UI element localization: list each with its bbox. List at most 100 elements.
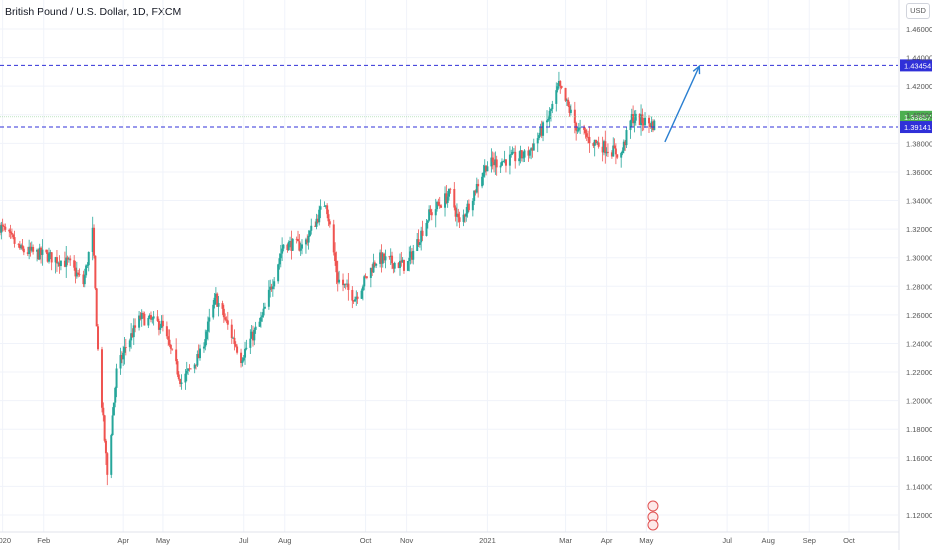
candle-body xyxy=(547,118,550,121)
candle-body xyxy=(463,214,466,217)
candle-body xyxy=(519,150,522,159)
candle-body xyxy=(520,150,523,159)
time-tick-label: Nov xyxy=(400,536,414,545)
level-price-tag[interactable] xyxy=(900,59,932,72)
event-markers[interactable] xyxy=(647,500,659,531)
candle-body xyxy=(557,80,560,87)
price-tick-label: 1.22000 xyxy=(906,368,932,377)
candle-body xyxy=(147,317,150,326)
candle-body xyxy=(261,315,264,318)
candle-body xyxy=(306,239,309,243)
candle-body xyxy=(334,252,337,262)
candle-body xyxy=(495,159,498,168)
candle-body xyxy=(17,243,20,245)
candle-body xyxy=(131,333,134,338)
candle-body xyxy=(512,151,515,153)
candle-body xyxy=(446,196,449,203)
candle-body xyxy=(409,251,412,258)
candle-body xyxy=(57,262,60,264)
candle-body xyxy=(465,213,468,217)
candle-body xyxy=(332,224,335,253)
candle-body xyxy=(69,258,72,261)
current-price-tag[interactable] xyxy=(900,110,932,123)
candle-body xyxy=(10,232,13,235)
candle-body xyxy=(74,267,77,277)
time-tick-label: Jul xyxy=(239,536,249,545)
candle-body xyxy=(289,241,292,243)
candle-body xyxy=(189,368,192,370)
candle-body xyxy=(445,193,448,203)
candle-body xyxy=(143,313,146,326)
candle-body xyxy=(59,260,62,267)
candle-body xyxy=(384,256,387,261)
candle-body xyxy=(587,136,590,138)
candle-body xyxy=(602,141,605,153)
time-axis[interactable]: 2020 Feb Apr May Jul Aug Oct Nov 2021 Mar Apr May Ju… xyxy=(0,531,899,545)
price-tick-label: 1.30000 xyxy=(906,254,932,263)
candle-body xyxy=(653,120,656,131)
price-tick-label: 1.20000 xyxy=(906,397,932,406)
candle-body xyxy=(269,286,272,290)
candle-body xyxy=(122,352,125,360)
candle-body xyxy=(527,150,530,156)
projection-arrow-head[interactable] xyxy=(692,64,701,75)
candle-body xyxy=(142,313,145,314)
candle-body xyxy=(13,237,16,244)
candle-body xyxy=(198,348,201,359)
candle-body xyxy=(336,272,339,283)
candle-body xyxy=(500,161,503,166)
candle-body xyxy=(315,218,318,227)
time-tick-label: Apr xyxy=(117,536,129,545)
candle-body xyxy=(299,248,302,251)
candle-body xyxy=(644,117,647,126)
candle-body xyxy=(139,315,142,320)
candle-body xyxy=(115,368,118,388)
currency-button[interactable]: USD xyxy=(906,3,930,19)
time-tick-label: 2020 xyxy=(0,536,11,545)
candle-body xyxy=(328,221,331,225)
horizontal-levels[interactable]: 1.39857 1.43454 1.39141 xyxy=(0,59,932,134)
candle-body xyxy=(86,265,89,267)
candle-body xyxy=(624,141,627,146)
candle-body xyxy=(26,252,29,254)
candle-body xyxy=(548,110,551,119)
candle-body xyxy=(485,165,488,172)
candle-body xyxy=(564,87,567,101)
candle-body xyxy=(540,126,543,136)
candle-body xyxy=(577,127,580,131)
candle-body xyxy=(437,201,440,205)
price-axis[interactable]: 1.46000 1.44000 1.42000 1.40000 1.38000 1.360… xyxy=(898,0,932,550)
candle-body xyxy=(483,165,486,173)
candle-body xyxy=(408,257,411,261)
candle-body xyxy=(168,339,171,345)
candle-body xyxy=(323,206,326,207)
candle-body xyxy=(416,239,419,251)
projection-arrow[interactable] xyxy=(664,64,701,143)
candle-body xyxy=(106,453,109,475)
candle-body xyxy=(651,121,654,131)
candle-body xyxy=(638,113,641,126)
event-flag-icon[interactable] xyxy=(647,519,659,531)
candle-body xyxy=(596,142,599,144)
candle-body xyxy=(417,239,420,245)
candle-body xyxy=(104,440,107,454)
candle-body xyxy=(206,321,209,332)
price-tick-label: 1.42000 xyxy=(906,82,932,91)
event-flag-icon[interactable] xyxy=(647,500,659,512)
level-price-tag[interactable] xyxy=(900,121,932,134)
candle-body xyxy=(119,355,122,369)
candle-body xyxy=(475,183,478,193)
projection-arrow-shaft[interactable] xyxy=(664,65,700,143)
candle-body xyxy=(640,114,643,126)
candle-body xyxy=(290,241,293,251)
candle-body xyxy=(622,141,625,151)
candle-body xyxy=(38,247,41,260)
candle-body xyxy=(343,283,346,286)
candle-body xyxy=(486,166,489,172)
candle-body xyxy=(221,303,224,309)
price-tick-label: 1.14000 xyxy=(906,482,932,491)
candle-body xyxy=(559,80,562,86)
candle-body xyxy=(508,154,511,166)
current-price-tag-text: 1.39857 xyxy=(904,113,931,122)
